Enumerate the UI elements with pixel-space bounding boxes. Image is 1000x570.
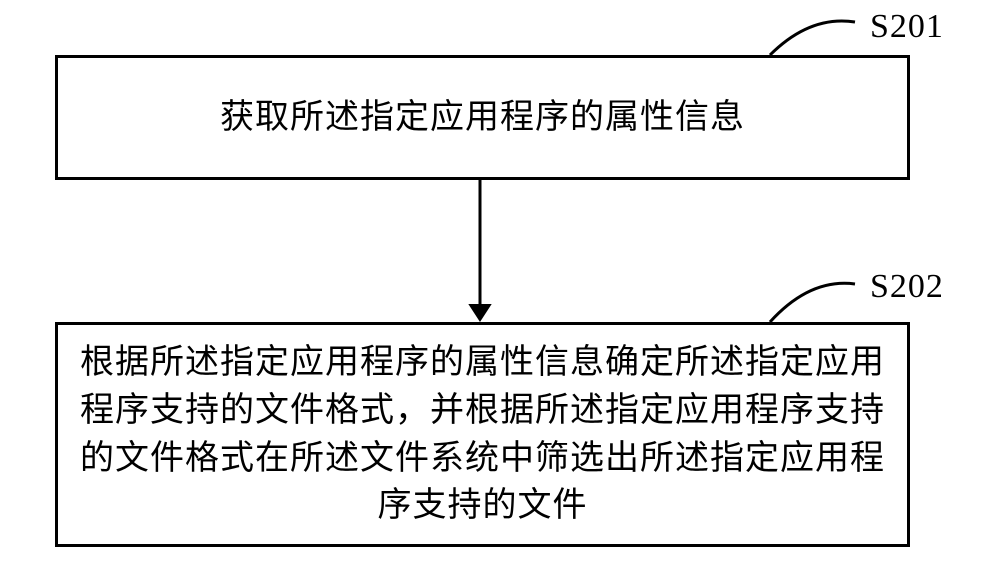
flowchart-leader-s202 — [765, 273, 860, 327]
flowchart-step-s202-text: 根据所述指定应用程序的属性信息确定所述指定应用程序支持的文件格式，并根据所述指定… — [80, 339, 885, 529]
flowchart-label-s201: S201 — [870, 8, 944, 46]
flowchart-arrow — [457, 180, 503, 322]
flowchart-step-s201-text: 获取所述指定应用程序的属性信息 — [220, 94, 745, 142]
flowchart-label-s202: S202 — [870, 268, 944, 306]
flowchart-leader-s201 — [765, 10, 860, 60]
flowchart-step-s201: 获取所述指定应用程序的属性信息 — [55, 55, 910, 180]
flowchart-step-s202: 根据所述指定应用程序的属性信息确定所述指定应用程序支持的文件格式，并根据所述指定… — [55, 322, 910, 547]
flowchart-canvas: 获取所述指定应用程序的属性信息 根据所述指定应用程序的属性信息确定所述指定应用程… — [0, 0, 1000, 570]
